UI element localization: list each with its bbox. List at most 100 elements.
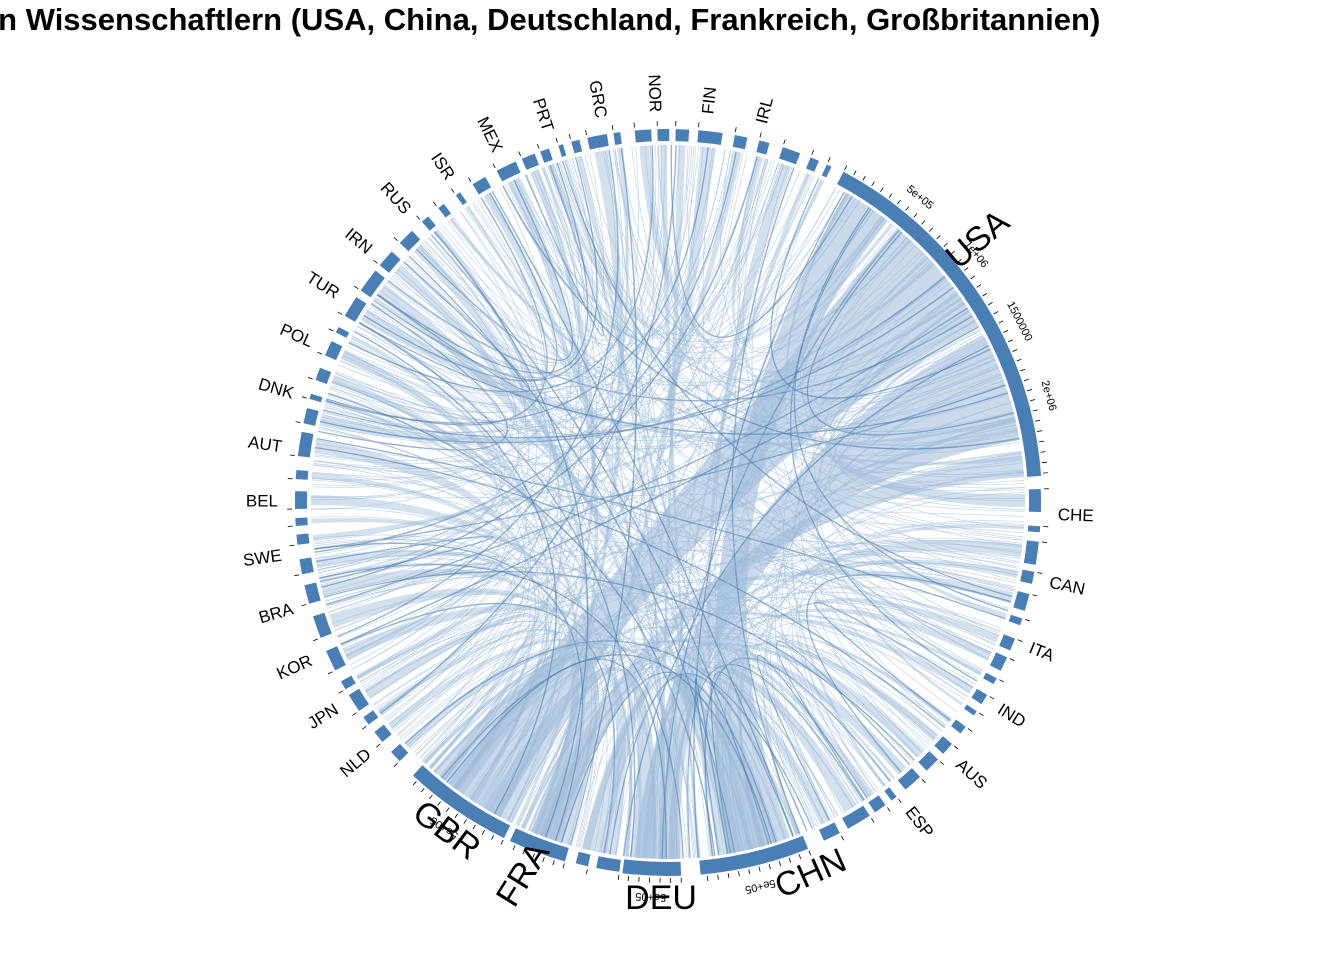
chord-line <box>802 226 1000 413</box>
chord-line <box>846 472 1025 500</box>
chord-line <box>352 146 639 670</box>
chord-line <box>495 162 779 815</box>
axis-tick <box>454 813 459 819</box>
chord-line <box>347 160 772 660</box>
sector-segment-minor <box>657 129 670 142</box>
chord-line <box>661 229 900 859</box>
sector-segment-minor <box>340 675 356 690</box>
axis-tick <box>844 165 848 171</box>
chord-line <box>334 252 925 631</box>
chord-line <box>722 621 976 853</box>
chord-link <box>364 614 540 782</box>
chord-line <box>329 388 560 822</box>
axis-tick <box>827 157 831 162</box>
chord-line <box>693 191 846 858</box>
axis-tick <box>905 206 910 211</box>
axis-tick <box>294 574 300 577</box>
chord-line <box>536 169 836 818</box>
axis-tick <box>518 151 521 157</box>
sector-segment-minor <box>756 140 770 155</box>
chord-line <box>321 239 911 588</box>
chord-line <box>844 424 1025 512</box>
axis-tick <box>717 874 719 880</box>
chord-line <box>435 231 1018 446</box>
sector-segment-fra <box>509 828 569 862</box>
chord-line <box>821 561 1016 732</box>
axis-tick <box>928 227 933 232</box>
axis-tick <box>568 133 571 139</box>
axis-tick <box>706 875 709 881</box>
chord-line <box>602 662 869 854</box>
chord-line <box>365 620 564 821</box>
chord-line <box>620 148 701 858</box>
axis-tick <box>921 220 926 225</box>
chord-line <box>362 229 537 688</box>
axis-tick <box>512 845 516 851</box>
sector-label-ita: ITA <box>1026 638 1057 665</box>
chord-line <box>668 492 1025 859</box>
chord-line <box>800 217 1009 425</box>
sector-label-jpn: JPN <box>304 700 341 733</box>
chord-line <box>378 631 766 846</box>
chord-line <box>319 563 870 797</box>
chord-line <box>450 151 740 346</box>
chord-line <box>354 149 726 387</box>
axis-tick-label: 1500000 <box>1004 300 1034 344</box>
chord-line <box>323 570 915 761</box>
axis-tick <box>898 798 902 804</box>
chord-line <box>676 658 892 859</box>
sector-segment-minor <box>634 129 652 143</box>
chord-line <box>720 150 1015 432</box>
sector-segment-deu <box>622 859 682 876</box>
chord-line <box>840 384 1023 474</box>
sector-segment-minor <box>496 161 521 182</box>
axis-tick <box>585 129 587 136</box>
sector-label-nld: NLD <box>336 745 374 781</box>
chord-line <box>428 236 1024 540</box>
chord-line <box>478 661 599 842</box>
chord-line <box>329 230 901 422</box>
sector-segment-minor <box>297 431 314 458</box>
axis-tick <box>936 235 941 240</box>
axis-tick <box>999 679 1004 683</box>
sector-segment-minor <box>325 341 343 361</box>
chord-line <box>423 150 620 353</box>
sector-segment-minor <box>335 326 350 338</box>
chord-line <box>564 159 986 392</box>
chord-line <box>607 150 659 859</box>
chord-line <box>360 559 1015 685</box>
chord-line <box>561 160 1013 598</box>
sector-segment-minor <box>391 743 409 762</box>
sector-segment-minor <box>613 132 622 145</box>
chord-line <box>321 413 983 672</box>
chord-line <box>834 332 1024 476</box>
axis-tick <box>500 839 504 845</box>
chord-line <box>405 259 618 854</box>
chord-line <box>520 232 903 828</box>
chord-line <box>783 255 927 793</box>
chord-line <box>724 659 879 851</box>
chord-line <box>328 364 998 613</box>
chord-line <box>600 175 813 853</box>
axis-tick <box>450 188 455 193</box>
chord-line <box>455 257 929 790</box>
chord-line <box>344 351 1000 636</box>
sector-segment-minor <box>983 672 997 685</box>
axis-tick-label: 5e+05 <box>904 183 935 212</box>
chord-line <box>354 330 557 815</box>
chord-line <box>785 619 968 802</box>
axis-tick <box>998 320 1004 324</box>
sector-segment-minor <box>732 135 748 150</box>
axis-tick <box>888 193 893 199</box>
axis-tick <box>778 861 782 867</box>
axis-tick <box>964 267 969 271</box>
chord-line <box>731 167 801 835</box>
axis-tick <box>373 259 378 264</box>
axis-tick <box>768 864 771 870</box>
chord-link <box>329 588 633 857</box>
sector-label-swe: SWE <box>242 546 283 570</box>
chord-line <box>321 156 758 588</box>
chord-link <box>660 145 701 858</box>
axis-tick <box>445 807 450 813</box>
chord-line <box>706 152 748 329</box>
